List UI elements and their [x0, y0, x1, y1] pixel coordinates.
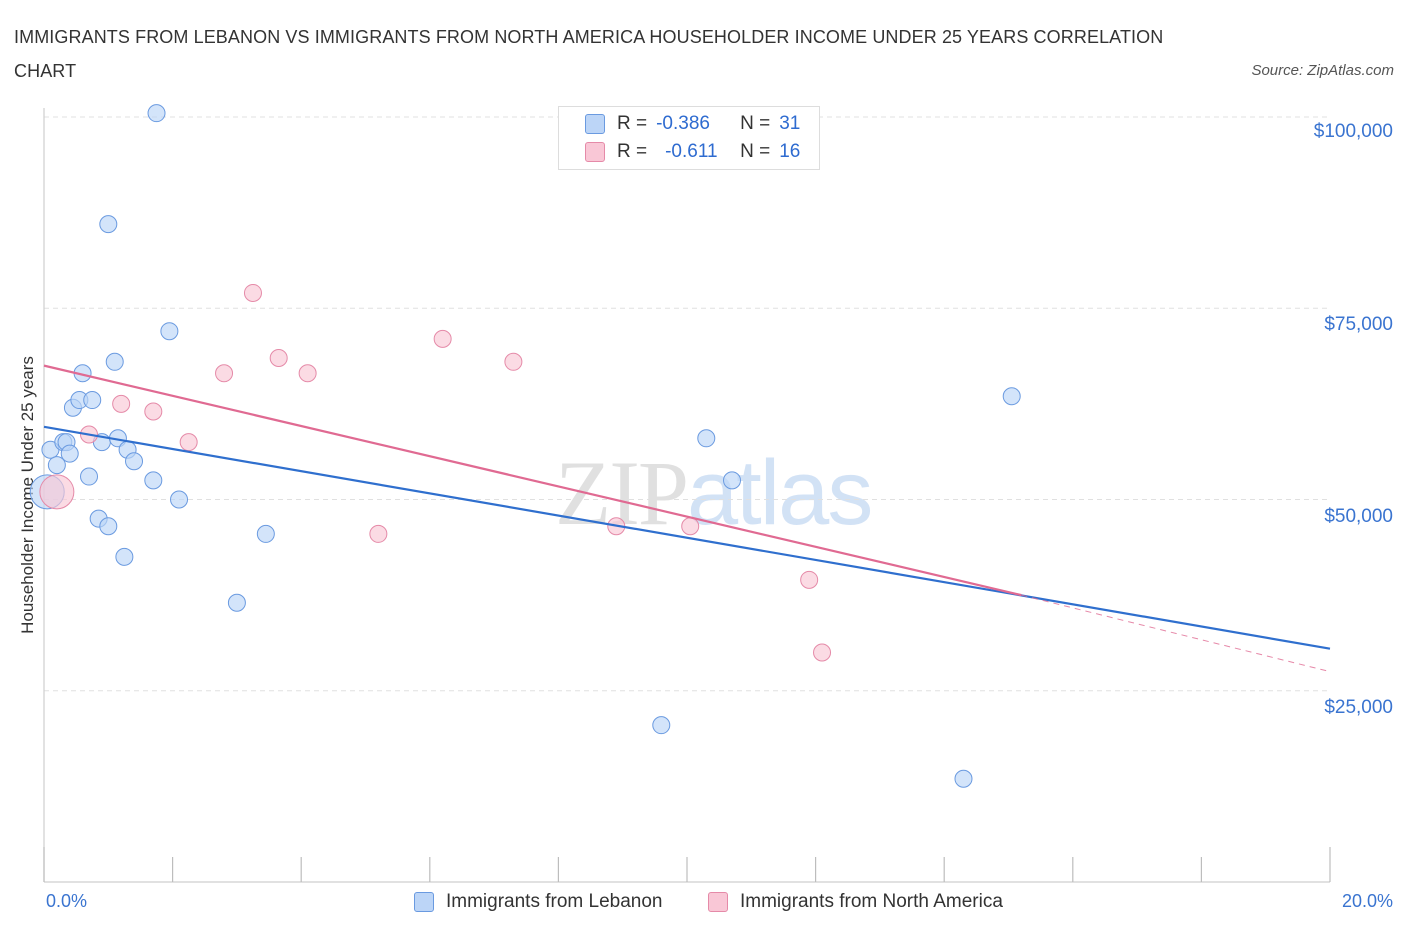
- point-north-america-10: [433, 329, 452, 348]
- point-north-america-2: [112, 394, 131, 413]
- point-lebanon-9: [80, 467, 99, 486]
- point-north-america-15: [813, 643, 832, 662]
- legend-label-north-america: Immigrants from North America: [740, 891, 1003, 912]
- stats-legend-row-north-america: R = -0.611 N = 16: [585, 140, 800, 164]
- trend-line-north-america: [43, 364, 1022, 597]
- y-tick-label-50000: $50,000: [1324, 506, 1393, 527]
- point-north-america-13: [681, 517, 700, 536]
- point-lebanon-15: [105, 352, 124, 371]
- point-north-america-8: [298, 364, 317, 383]
- point-north-america-9: [369, 524, 388, 543]
- point-lebanon-2: [47, 456, 66, 475]
- r-value-lebanon: -0.386: [656, 113, 710, 134]
- point-north-america-7: [269, 348, 288, 367]
- point-lebanon-28: [723, 471, 742, 490]
- y-tick-label-25000: $25,000: [1324, 697, 1393, 718]
- watermark: ZIPatlas: [555, 440, 873, 546]
- y-tick-label-100000: $100,000: [1313, 121, 1393, 142]
- legend-item-lebanon[interactable]: Immigrants from Lebanon: [414, 888, 663, 916]
- legend-swatch-lebanon: [585, 114, 605, 134]
- n-value-lebanon: 31: [779, 113, 801, 134]
- stats-legend: R = -0.386 N = 31 R = -0.611 N = 16: [558, 106, 820, 170]
- r-label: R =: [617, 113, 648, 134]
- point-lebanon-10: [83, 391, 102, 410]
- point-lebanon-19: [125, 452, 144, 471]
- n-label: N =: [740, 141, 771, 162]
- point-north-america-4: [179, 433, 198, 452]
- legend-swatch-lebanon: [414, 892, 434, 912]
- point-lebanon-14: [99, 517, 118, 536]
- n-label: N =: [740, 113, 771, 134]
- n-value-north-america: 16: [779, 141, 801, 162]
- point-north-america-6: [243, 283, 262, 302]
- point-north-america-14: [800, 570, 819, 589]
- r-label: R =: [617, 141, 648, 162]
- legend-swatch-north-america: [708, 892, 728, 912]
- point-lebanon-23: [170, 490, 189, 509]
- point-north-america-11: [504, 352, 523, 371]
- point-lebanon-22: [160, 322, 179, 341]
- r-value-north-america: -0.611: [665, 141, 718, 162]
- point-lebanon-17: [115, 547, 134, 566]
- y-tick-label-75000: $75,000: [1324, 314, 1393, 335]
- trend-line-dashed-north-america: [1021, 594, 1331, 673]
- legend-label-lebanon: Immigrants from Lebanon: [446, 891, 663, 912]
- stats-legend-row-lebanon: R = -0.386 N = 31: [585, 112, 800, 136]
- point-lebanon-24: [227, 593, 246, 612]
- point-north-america-3: [144, 402, 163, 421]
- point-lebanon-5: [60, 444, 79, 463]
- point-lebanon-29: [954, 769, 973, 788]
- point-north-america-0: [39, 474, 75, 510]
- watermark-atlas: atlas: [687, 442, 873, 544]
- source-label: Source: ZipAtlas.com: [1251, 62, 1394, 79]
- trend-line-lebanon: [43, 425, 1331, 650]
- point-north-america-5: [215, 364, 234, 383]
- legend-swatch-north-america: [585, 142, 605, 162]
- point-lebanon-26: [652, 716, 671, 735]
- legend-item-north-america[interactable]: Immigrants from North America: [708, 888, 1003, 916]
- point-lebanon-20: [144, 471, 163, 490]
- point-lebanon-13: [99, 215, 118, 234]
- x-tick-label-max: 20.0%: [1341, 891, 1393, 911]
- x-tick-label-min: 0.0%: [46, 891, 88, 911]
- point-lebanon-27: [697, 429, 716, 448]
- point-lebanon-30: [1002, 387, 1021, 406]
- chart-title: IMMIGRANTS FROM LEBANON VS IMMIGRANTS FR…: [14, 27, 1164, 81]
- point-lebanon-25: [256, 524, 275, 543]
- point-lebanon-21: [147, 104, 166, 123]
